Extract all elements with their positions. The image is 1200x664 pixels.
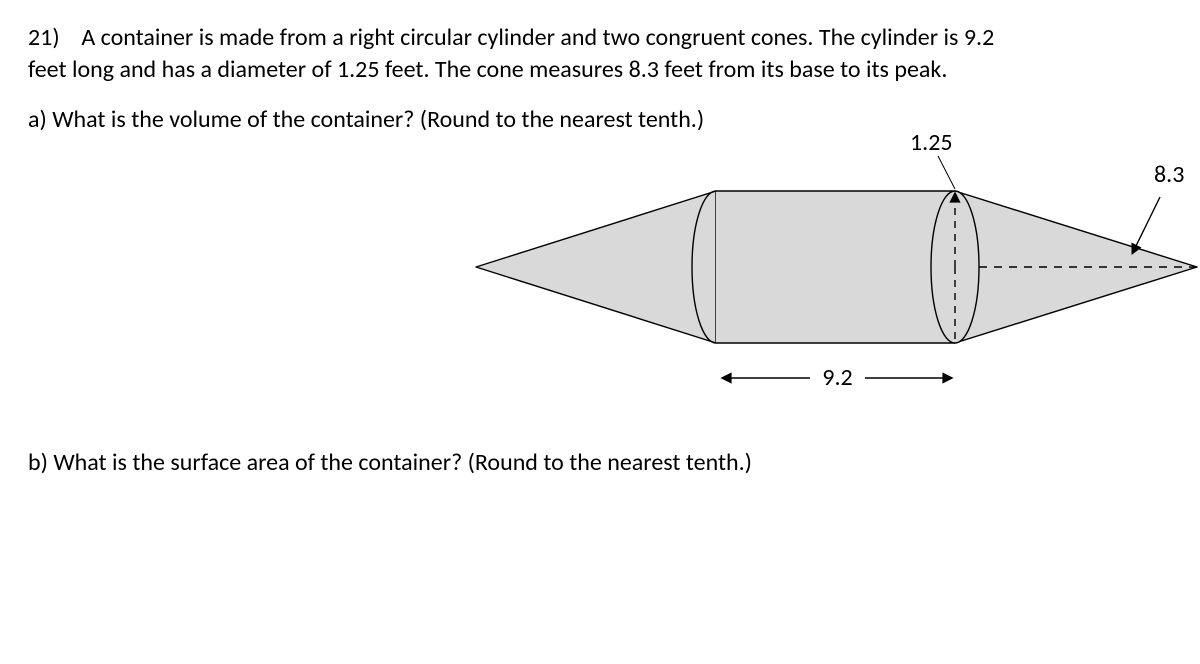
problem-line2: feet long and has a diameter of 1.25 fee… [28,55,947,84]
problem-statement: 21) A container is made from a right cir… [28,22,1172,87]
diagram-svg: 1.25 8.3 9.2 [440,132,1200,412]
problem-number: 21) [28,23,60,52]
container-diagram: 1.25 8.3 9.2 [440,132,1200,412]
page: 21) A container is made from a right cir… [0,0,1200,664]
part-b-prompt: b) What is the surface area of the conta… [28,448,752,477]
problem-line1: A container is made from a right circula… [81,23,994,52]
part-a-prompt: a) What is the volume of the container? … [28,105,1172,134]
cone-height-label: 8.3 [1154,160,1184,189]
left-cone [476,191,716,343]
diameter-label: 1.25 [910,132,953,157]
diameter-leader [938,156,955,189]
cylinder-body [716,191,955,343]
cylinder-length-label: 9.2 [822,363,852,392]
cone-height-arrow [1134,197,1160,250]
